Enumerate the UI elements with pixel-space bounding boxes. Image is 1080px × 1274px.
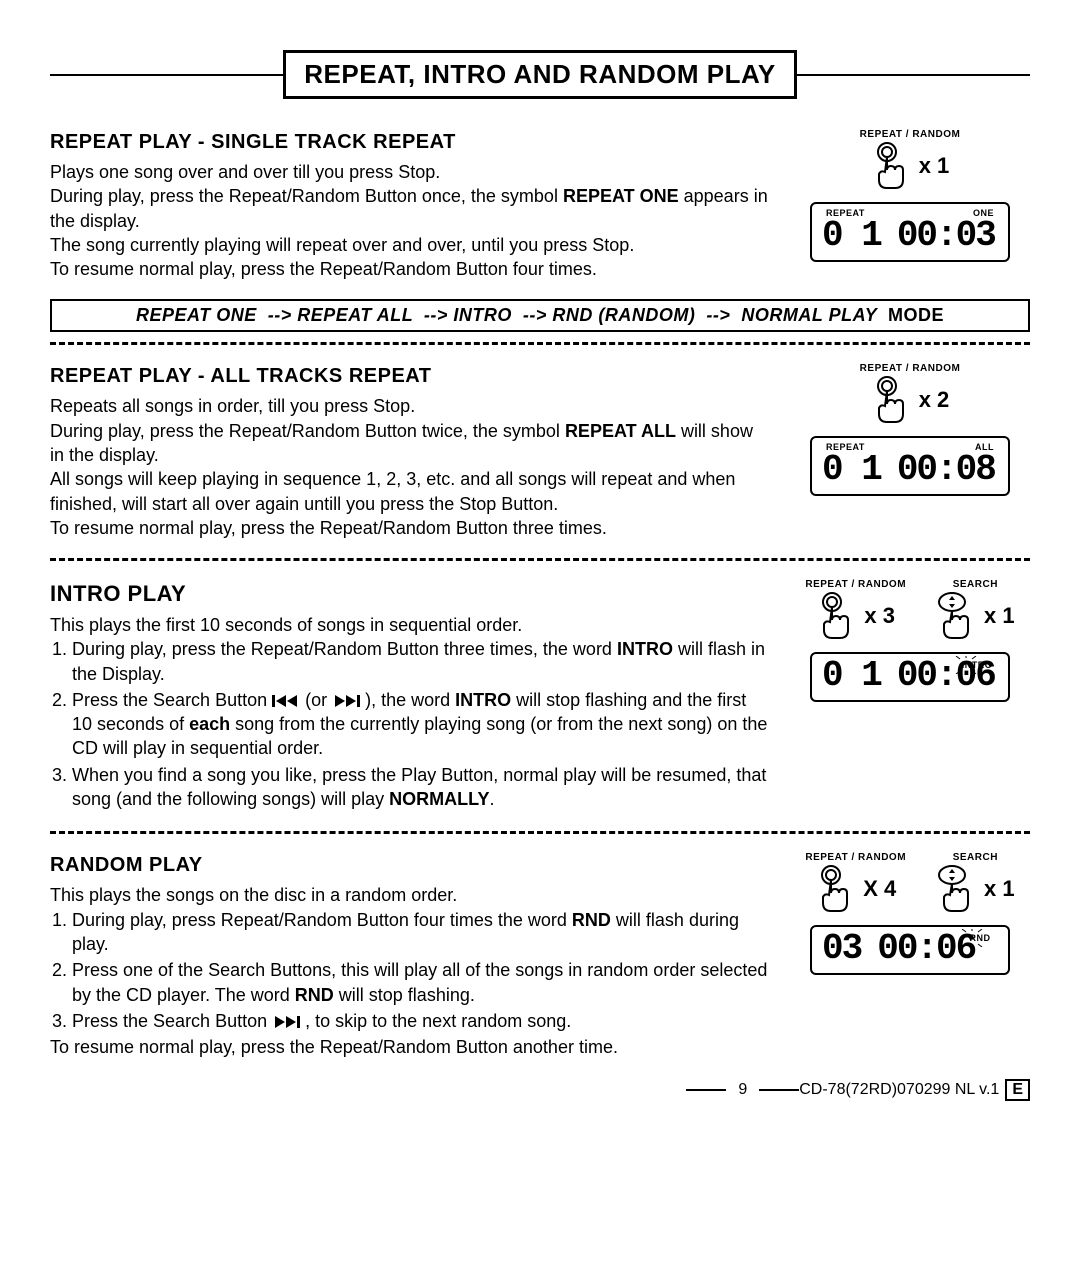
press-indicator: REPEAT / RANDOM x 3 — [805, 579, 906, 640]
list-item: During play, press the Repeat/Random But… — [72, 637, 770, 686]
doc-id: CD-78(72RD)070299 NL v.1 — [799, 1081, 999, 1099]
random-steps: During play, press Repeat/Random Button … — [50, 908, 770, 1033]
divider — [50, 558, 1030, 561]
section-intro: INTRO PLAY This plays the first 10 secon… — [50, 579, 1030, 813]
text: To resume normal play, press the Repeat/… — [50, 516, 770, 540]
footer-rule — [686, 1089, 726, 1091]
title-rule-left — [50, 74, 283, 76]
press-indicator: REPEAT / RANDOM x 1 — [860, 129, 961, 190]
press-hand-icon — [816, 592, 858, 640]
press-search-icon — [936, 592, 978, 640]
divider — [50, 342, 1030, 345]
text: This plays the songs on the disc in a ra… — [50, 883, 770, 907]
press-indicator: REPEAT / RANDOM X 4 — [805, 852, 906, 913]
text: During play, press the Repeat/Random But… — [50, 419, 770, 468]
press-indicator: REPEAT / RANDOM x 2 — [860, 363, 961, 424]
text: The song currently playing will repeat o… — [50, 233, 770, 257]
lcd-display: REPEAT ONE 0 1 00:03 — [810, 202, 1010, 262]
section-single-repeat: REPEAT PLAY - SINGLE TRACK REPEAT Plays … — [50, 129, 1030, 281]
text: To resume normal play, press the Repeat/… — [50, 1035, 770, 1059]
mode-sequence-box: REPEAT ONE --> REPEAT ALL --> INTRO --> … — [50, 299, 1030, 332]
lang-box: E — [1005, 1079, 1030, 1101]
heading-intro: INTRO PLAY — [50, 579, 770, 609]
svg-text:INTRO: INTRO — [962, 660, 993, 670]
list-item: During play, press Repeat/Random Button … — [72, 908, 770, 957]
intro-steps: During play, press the Repeat/Random But… — [50, 637, 770, 811]
lcd-badge: INTRO — [954, 656, 1000, 674]
lcd-badge: RND — [960, 929, 1000, 947]
page-number: 9 — [726, 1081, 759, 1099]
next-track-icon — [332, 694, 360, 708]
prev-track-icon — [272, 694, 300, 708]
section-all-repeat: REPEAT PLAY - ALL TRACKS REPEAT Repeats … — [50, 363, 1030, 540]
footer-rule — [759, 1089, 799, 1091]
page-title-row: REPEAT, INTRO AND RANDOM PLAY — [50, 50, 1030, 99]
heading-all-repeat: REPEAT PLAY - ALL TRACKS REPEAT — [50, 363, 770, 390]
press-indicator: SEARCH x 1 — [936, 852, 1015, 913]
lcd-display: 0 1 00:06 INTRO — [810, 652, 1010, 702]
text: Repeats all songs in order, till you pre… — [50, 394, 770, 418]
list-item: When you find a song you like, press the… — [72, 763, 770, 812]
press-hand-icon — [871, 142, 913, 190]
text: During play, press the Repeat/Random But… — [50, 184, 770, 233]
text: Plays one song over and over till you pr… — [50, 160, 770, 184]
list-item: Press the Search Button (or ), the word … — [72, 688, 770, 761]
text: This plays the first 10 seconds of songs… — [50, 613, 770, 637]
list-item: Press the Search Button , to skip to the… — [72, 1009, 770, 1033]
heading-random: RANDOM PLAY — [50, 852, 770, 879]
section-random: RANDOM PLAY This plays the songs on the … — [50, 852, 1030, 1059]
press-hand-icon — [871, 376, 913, 424]
title-rule-right — [797, 74, 1030, 76]
press-search-icon — [936, 865, 978, 913]
text: All songs will keep playing in sequence … — [50, 467, 770, 516]
next-track-icon — [272, 1015, 300, 1029]
divider — [50, 831, 1030, 834]
list-item: Press one of the Search Buttons, this wi… — [72, 958, 770, 1007]
page-title: REPEAT, INTRO AND RANDOM PLAY — [283, 50, 796, 99]
press-indicator: SEARCH x 1 — [936, 579, 1015, 640]
text: To resume normal play, press the Repeat/… — [50, 257, 770, 281]
svg-text:RND: RND — [970, 933, 991, 943]
press-hand-icon — [815, 865, 857, 913]
heading-single-repeat: REPEAT PLAY - SINGLE TRACK REPEAT — [50, 129, 770, 156]
page-footer: 9 CD-78(72RD)070299 NL v.1 E — [50, 1079, 1030, 1101]
lcd-display: 03 00:06 RND — [810, 925, 1010, 975]
lcd-display: REPEAT ALL 0 1 00:08 — [810, 436, 1010, 496]
